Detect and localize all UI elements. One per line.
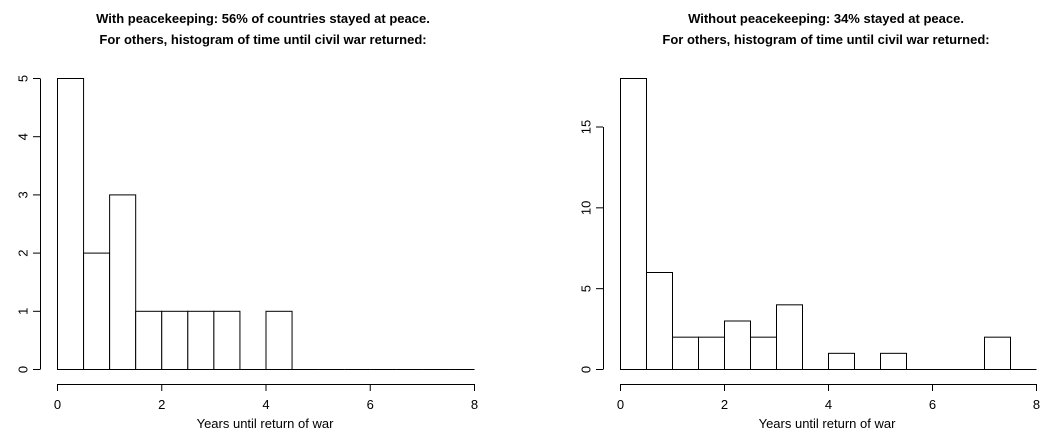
x-tick-label: 4 xyxy=(262,397,269,412)
y-tick-label: 10 xyxy=(578,201,593,215)
y-tick-label: 2 xyxy=(15,249,30,256)
x-tick-label: 8 xyxy=(1033,397,1040,412)
y-tick-label: 4 xyxy=(15,133,30,140)
histogram-bars xyxy=(620,78,1037,371)
x-tick-label: 2 xyxy=(721,397,728,412)
y-axis: 0 1 2 3 4 5 xyxy=(15,75,41,373)
histogram-bar xyxy=(135,310,163,370)
chart-title: Without peacekeeping: 34% stayed at peac… xyxy=(688,11,964,26)
x-tick-label: 0 xyxy=(617,397,624,412)
x-axis-label: Years until return of war xyxy=(759,416,896,431)
histogram-with-peacekeeping: With peacekeeping: 56% of countries stay… xyxy=(15,11,478,431)
chart-subtitle: For others, histogram of time until civi… xyxy=(99,32,426,47)
y-tick-label: 1 xyxy=(15,308,30,315)
chart-subtitle: For others, histogram of time until civi… xyxy=(662,32,989,47)
histogram-bar xyxy=(776,304,803,371)
histogram-bar xyxy=(750,336,777,370)
histogram-bars xyxy=(57,78,475,371)
histogram-bar xyxy=(161,310,189,370)
y-axis: 0 5 10 15 xyxy=(578,120,604,373)
histogram-bar xyxy=(187,310,215,370)
histogram-bar xyxy=(109,194,137,370)
histogram-bar xyxy=(828,352,855,371)
y-tick-label: 0 xyxy=(15,366,30,373)
y-tick-label: 3 xyxy=(15,191,30,198)
x-tick-label: 8 xyxy=(471,397,478,412)
y-tick-label: 15 xyxy=(578,120,593,134)
x-tick-label: 4 xyxy=(825,397,832,412)
histogram-bar xyxy=(724,320,751,370)
histogram-bar xyxy=(213,310,241,370)
histogram-bar xyxy=(646,272,673,370)
histogram-bar xyxy=(57,78,85,370)
x-tick-label: 2 xyxy=(158,397,165,412)
x-axis: 0 2 4 6 8 xyxy=(54,384,478,412)
histogram-bar xyxy=(620,78,647,370)
x-axis: 0 2 4 6 8 xyxy=(617,384,1040,412)
histogram-bar xyxy=(984,336,1011,370)
x-axis-label: Years until return of war xyxy=(197,416,334,431)
histogram-bar xyxy=(880,352,907,371)
y-tick-label: 0 xyxy=(578,366,593,373)
x-tick-label: 6 xyxy=(929,397,936,412)
histogram-bar xyxy=(672,336,699,370)
x-tick-label: 6 xyxy=(367,397,374,412)
histogram-bar xyxy=(698,336,725,370)
histogram-bar xyxy=(265,310,293,370)
histogram-bar xyxy=(83,252,111,371)
histogram-without-peacekeeping: Without peacekeeping: 34% stayed at peac… xyxy=(578,11,1040,431)
chart-title: With peacekeeping: 56% of countries stay… xyxy=(96,11,430,26)
x-tick-label: 0 xyxy=(54,397,61,412)
y-tick-label: 5 xyxy=(15,75,30,82)
y-tick-label: 5 xyxy=(578,285,593,292)
